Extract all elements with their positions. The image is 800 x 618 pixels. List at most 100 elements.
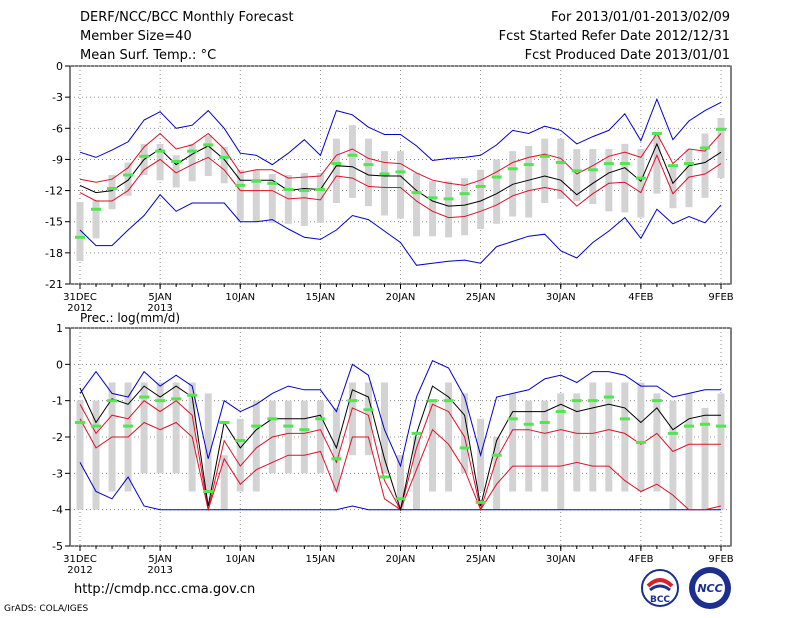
panel2-ytick-label: 0	[56, 358, 63, 371]
forecast-started: Fcst Started Refer Date 2012/12/31	[498, 29, 730, 44]
panel1-ytick-label: -18	[45, 247, 63, 260]
panel1-ensemble-box	[92, 199, 100, 239]
panel2-ytick-label: -4	[52, 504, 63, 517]
panel1-ensemble-box	[493, 159, 501, 224]
panel1-ensemble-box	[557, 138, 565, 199]
panel2-ensemble-box	[461, 393, 469, 474]
panel1-ensemble-box	[717, 117, 725, 179]
panel1-xtick-label: 9FEB	[708, 292, 733, 303]
panel2-ensemble-box	[364, 382, 372, 456]
panel1-ensemble-box	[236, 169, 244, 221]
panel1-ensemble-box	[541, 138, 549, 204]
panel1-upper-percentile-line	[79, 132, 722, 186]
panel2-ensemble-box	[605, 382, 613, 492]
forecast-period: For 2013/01/01-2013/02/09	[551, 10, 730, 25]
panel1-ensemble-box	[637, 149, 645, 218]
header-right: For 2013/01/01-2013/02/09 Fcst Started R…	[499, 10, 730, 67]
panel2-ensemble-box	[637, 382, 645, 492]
header-left: DERF/NCC/BCC Monthly Forecast Member Siz…	[80, 10, 294, 67]
panel2-xtick-label: 10JAN	[225, 554, 255, 565]
panel1-xtick-label: 4FEB	[628, 292, 653, 303]
panel2-xtick-label: 31DEC	[63, 554, 97, 565]
panel2-xtick-label: 5JAN	[148, 554, 171, 565]
panel1-ensemble-box	[188, 143, 196, 182]
panel2-ensemble-box	[669, 400, 677, 510]
panel2-ensemble-box	[701, 407, 709, 510]
panel2-ensemble-box	[220, 455, 228, 510]
panel2-ensemble-box	[493, 437, 501, 510]
panel2-xtick-label: 2012	[67, 565, 92, 576]
panel1-xtick-label: 10JAN	[225, 292, 255, 303]
panel1-ensemble-box	[397, 151, 404, 219]
panel2-ensemble-box	[717, 393, 725, 510]
panel2-ensemble-box	[525, 400, 533, 492]
panel2-ensemble-box	[589, 382, 597, 492]
ncc-logo-text: NCC	[697, 582, 722, 595]
panel1-ensemble-box	[477, 169, 485, 229]
panel1-ensemble-box	[653, 133, 661, 194]
panel2-xtick-label: 4FEB	[628, 554, 653, 565]
panel2-ensemble-box	[92, 400, 100, 510]
panel2-ensemble-box	[284, 400, 292, 474]
panel1-ensemble-box	[445, 181, 453, 238]
panel2-ensemble-box	[204, 393, 212, 492]
panel1-ensemble-box	[669, 164, 677, 209]
panel1-ytick-label: -9	[52, 153, 63, 166]
panel2-ensemble-box	[300, 400, 308, 474]
panel1-ensemble-mean-line	[79, 142, 722, 207]
variable-label: Mean Surf. Temp.: °C	[80, 48, 217, 63]
footer-url[interactable]: http://cmdp.ncc.cma.gov.cn	[74, 582, 256, 597]
panel2-ensemble-box	[573, 393, 581, 492]
member-size: Member Size=40	[80, 29, 192, 44]
panel2-xtick-label: 25JAN	[466, 554, 496, 565]
panel2-ensemble-box	[397, 455, 404, 510]
panel1-ensemble-box	[621, 143, 629, 213]
panel2-ytick-label: -3	[52, 467, 63, 480]
panel1-ensemble-box	[605, 149, 613, 212]
panel2-ensemble-box	[252, 400, 260, 492]
panel1-xtick-label: 31DEC	[63, 292, 97, 303]
panel1-xtick-label: 2013	[147, 303, 172, 314]
panel1-ensemble-box	[316, 172, 324, 223]
panel1-ensemble-box	[348, 125, 356, 198]
panel2-xtick-label: 20JAN	[386, 554, 416, 565]
panel2-ytick-label: 1	[56, 322, 63, 335]
panel2-ensemble-box	[348, 382, 356, 456]
panel1-ensemble-box	[701, 133, 709, 198]
panel2-ensemble-box	[429, 400, 437, 492]
panel2-ensemble-box	[156, 382, 164, 474]
panel1-ensemble-box	[685, 149, 693, 208]
panel2-xtick-label: 15JAN	[305, 554, 335, 565]
panel1-ensemble-box	[413, 172, 421, 237]
forecast-produced: Fcst Produced Date 2013/01/01	[524, 48, 730, 63]
panel1-ensemble-box	[429, 181, 437, 237]
panel1-xtick-label: 30JAN	[546, 292, 576, 303]
panel2-ensemble-mean-line	[79, 385, 721, 512]
panel1-ensemble-box	[525, 145, 533, 218]
panel1-ensemble-box	[252, 169, 260, 222]
panel1-ytick-label: 0	[56, 60, 63, 73]
panel2-ensemble-box	[557, 393, 565, 510]
panel2-xtick-label: 30JAN	[546, 554, 576, 565]
panel1-xtick-label: 25JAN	[466, 292, 496, 303]
chart-title: DERF/NCC/BCC Monthly Forecast	[80, 10, 294, 25]
panel1-xtick-label: 5JAN	[148, 292, 171, 303]
panel1-ytick-label: -6	[52, 122, 63, 135]
panel1-ensemble-box	[461, 178, 469, 236]
panel2-ensemble-box	[236, 418, 244, 492]
panel2-ytick-label: -5	[52, 540, 63, 553]
panel2-ensemble-box	[509, 393, 517, 492]
panel1-ensemble-box	[172, 155, 180, 188]
panel1-ensemble-box	[268, 173, 276, 223]
panel2-title: Prec.: log(mm/d)	[80, 311, 180, 325]
panel1-ensemble-box	[76, 201, 84, 262]
panel1-ensemble-box	[589, 149, 597, 205]
panel1-ensemble-box	[300, 172, 308, 226]
panel2-xtick-label: 2013	[147, 565, 172, 576]
panel1-xtick-label: 2012	[67, 303, 92, 314]
panel2-xtick-label: 9FEB	[708, 554, 733, 565]
panel2-ensemble-box	[445, 382, 453, 492]
panel1-ytick-label: -21	[45, 278, 63, 291]
panel1-ytick-label: -15	[45, 216, 63, 229]
